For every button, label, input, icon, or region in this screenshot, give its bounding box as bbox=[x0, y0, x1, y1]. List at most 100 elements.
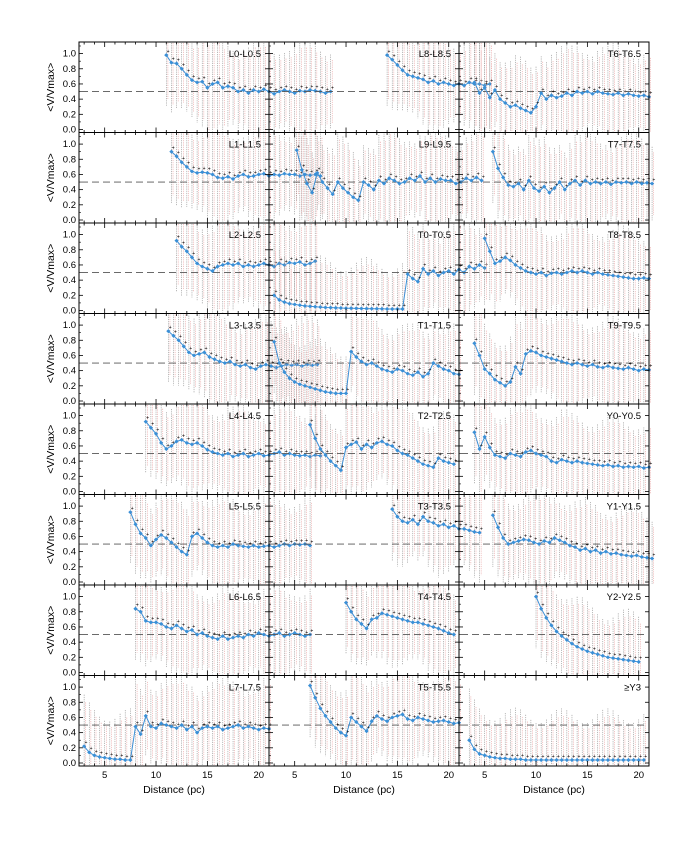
data-point bbox=[263, 362, 269, 367]
data-point bbox=[549, 757, 554, 763]
data-point bbox=[200, 725, 205, 731]
data-point-alt: + bbox=[588, 266, 591, 272]
y-tick-label: 1.0 bbox=[63, 320, 76, 331]
data-point-alt: + bbox=[598, 85, 601, 91]
data-point-alt: + bbox=[233, 720, 236, 726]
data-point-alt: + bbox=[504, 532, 507, 538]
data-point-alt: + bbox=[387, 49, 390, 55]
data-point bbox=[123, 757, 128, 763]
data-point-alt: + bbox=[364, 176, 367, 182]
data-point-alt: + bbox=[649, 91, 652, 97]
data-point bbox=[487, 371, 492, 376]
data-point-alt: + bbox=[136, 720, 139, 726]
data-point-alt: + bbox=[192, 720, 195, 726]
data-point bbox=[261, 544, 266, 549]
data-point-alt: + bbox=[393, 303, 396, 309]
data-point bbox=[207, 354, 212, 360]
data-point-alt: + bbox=[197, 257, 200, 263]
data-point-alt: + bbox=[500, 450, 503, 456]
data-point bbox=[641, 93, 646, 98]
data-point-alt: + bbox=[331, 301, 334, 307]
data-point bbox=[583, 178, 588, 183]
data-point-alt: + bbox=[637, 176, 640, 182]
data-point bbox=[639, 181, 644, 186]
data-point bbox=[528, 448, 533, 453]
data-point-alt: + bbox=[526, 446, 529, 452]
x-tick-label: 15 bbox=[392, 770, 403, 781]
data-point-alt: + bbox=[398, 444, 401, 450]
data-point-alt: + bbox=[357, 613, 360, 619]
data-point-alt: + bbox=[552, 619, 555, 625]
data-point-alt: + bbox=[552, 267, 555, 273]
data-point-alt: + bbox=[598, 266, 601, 272]
data-point bbox=[133, 606, 138, 611]
data-point-alt: + bbox=[228, 257, 231, 263]
data-point bbox=[580, 268, 585, 274]
data-point-alt: + bbox=[459, 523, 462, 529]
data-point-alt: + bbox=[627, 176, 630, 182]
data-point bbox=[562, 187, 567, 192]
x-tick-label: 20 bbox=[443, 770, 454, 781]
y-tick-label: 1.0 bbox=[63, 501, 76, 512]
data-point bbox=[410, 373, 415, 378]
data-point-alt: + bbox=[177, 150, 180, 156]
data-point bbox=[343, 445, 349, 450]
data-point-alt: + bbox=[596, 544, 599, 550]
data-point bbox=[361, 179, 366, 185]
data-point-alt: + bbox=[305, 630, 308, 636]
data-point-alt: + bbox=[280, 357, 283, 363]
data-point bbox=[153, 537, 159, 542]
data-point bbox=[554, 95, 559, 100]
data-point bbox=[503, 456, 508, 461]
data-point-alt: + bbox=[603, 650, 606, 656]
data-point bbox=[179, 722, 184, 728]
y-axis-title: <V/Vmax> bbox=[45, 63, 57, 112]
data-point bbox=[148, 724, 153, 729]
data-point-alt: + bbox=[338, 176, 341, 182]
data-point-alt: + bbox=[490, 441, 493, 447]
data-point bbox=[184, 552, 189, 557]
data-point-alt: + bbox=[456, 177, 459, 183]
data-point bbox=[292, 261, 297, 266]
data-point-alt: + bbox=[583, 265, 586, 271]
data-point bbox=[621, 93, 626, 98]
data-point-alt: + bbox=[603, 361, 606, 367]
data-point bbox=[451, 523, 456, 528]
data-point-alt: + bbox=[162, 618, 165, 624]
data-point bbox=[349, 306, 354, 311]
data-point-alt: + bbox=[310, 628, 313, 634]
data-point bbox=[523, 108, 528, 113]
data-point-alt: + bbox=[418, 518, 421, 524]
data-point bbox=[482, 85, 487, 90]
data-point bbox=[626, 658, 631, 663]
data-point-alt: + bbox=[516, 449, 519, 455]
panel-title: Y1-Y1.5 bbox=[607, 502, 641, 513]
data-point-alt: + bbox=[601, 547, 604, 553]
y-ticks bbox=[269, 317, 459, 402]
data-point-alt: + bbox=[485, 431, 488, 437]
data-point-alt: + bbox=[192, 530, 195, 536]
data-point bbox=[318, 304, 323, 310]
data-point-alt: + bbox=[472, 174, 475, 180]
data-point bbox=[148, 425, 153, 430]
data-point bbox=[513, 757, 518, 762]
data-point-alt: + bbox=[632, 177, 635, 183]
data-points: +++ +++++ ++ ++ ++ + + + + bbox=[390, 503, 483, 535]
data-point-alt: + bbox=[557, 266, 560, 272]
data-point bbox=[616, 656, 621, 661]
data-point bbox=[610, 92, 616, 97]
data-point-alt: + bbox=[290, 372, 293, 378]
data-point bbox=[390, 715, 395, 720]
data-point-alt: + bbox=[639, 754, 642, 760]
data-point-alt: + bbox=[539, 185, 542, 191]
data-point bbox=[482, 265, 487, 271]
data-point-alt: + bbox=[498, 521, 501, 527]
data-point-alt: + bbox=[644, 363, 647, 369]
data-point bbox=[511, 184, 516, 189]
data-point-alt: + bbox=[131, 506, 134, 512]
data-point-alt: + bbox=[629, 754, 632, 760]
data-point-alt: + bbox=[167, 49, 170, 55]
y-ticks: 0.00.20.40.60.81.0 bbox=[63, 588, 269, 679]
data-point-alt: + bbox=[511, 376, 514, 382]
